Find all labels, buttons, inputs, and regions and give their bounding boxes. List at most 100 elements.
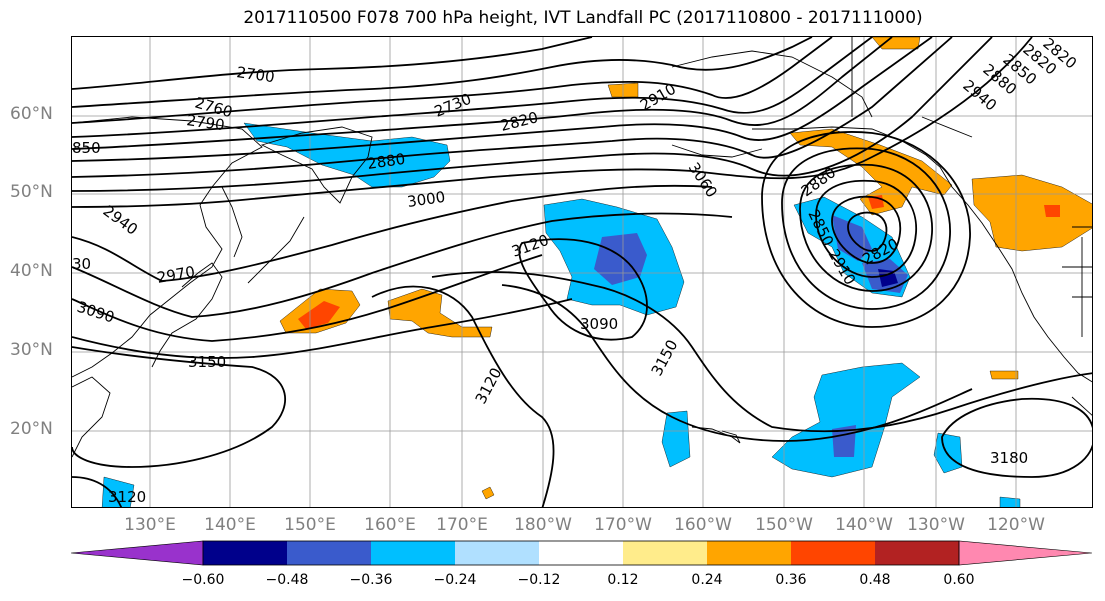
colorbar-segment-6 <box>623 541 707 565</box>
ivt-shade-orange-northwest-coast <box>971 174 1092 252</box>
colorbar-tick-8: 0.36 <box>775 572 807 588</box>
lat-label-50n: 50°N <box>10 182 53 202</box>
ivt-shade-orange-west-pacific <box>387 288 493 338</box>
graticule <box>72 37 1092 507</box>
colorbar-segment-1 <box>203 541 287 565</box>
contour-label-2820: 2820 <box>499 108 540 135</box>
colorbar-segment-5 <box>539 541 623 565</box>
ivt-shade-red-japan <box>298 301 340 329</box>
colorbar-tick-9: 0.48 <box>859 572 891 588</box>
colorbar-segment-8 <box>791 541 875 565</box>
coast-china <box>72 376 111 458</box>
lon-label-160w: 160°W <box>674 515 732 535</box>
colorbar-extend-max <box>958 540 1093 566</box>
contour-2850 <box>72 37 933 162</box>
contour-label-3120-southwest: 3120 <box>108 488 146 506</box>
colorbar-segment-2 <box>287 541 371 565</box>
contour-labels: 2700 2730 2760 2790 2820 850 2880 3000 2… <box>72 37 1080 506</box>
lon-label-140e: 140°E <box>204 515 256 535</box>
ivt-shade-blue-southeast <box>999 496 1021 507</box>
contour-low-mid-1 <box>815 179 917 278</box>
lon-label-140w: 140°W <box>835 515 893 535</box>
contour-label-2700: 2700 <box>235 63 275 86</box>
contour-3120-central <box>431 271 1092 433</box>
height-contours <box>72 37 1092 507</box>
ivt-negative-shading <box>101 122 1021 507</box>
contour-label-3180: 3180 <box>990 449 1028 467</box>
contour-2910 <box>72 37 993 192</box>
colorbar-tick-3: −0.36 <box>349 572 393 588</box>
colorbar-outline <box>202 540 960 566</box>
ivt-shade-orange-alaska <box>789 128 953 216</box>
contour-low-mid-2 <box>831 195 902 264</box>
coast-bering-north <box>671 50 873 118</box>
map-svg: 2700 2730 2760 2790 2820 850 2880 3000 2… <box>72 37 1092 507</box>
colorbar-tick-1: −0.60 <box>181 572 225 588</box>
contour-2880 <box>72 37 953 178</box>
contour-3120-mid-south <box>371 285 555 507</box>
lon-label-160e: 160°E <box>364 515 416 535</box>
colorbar-extend-min <box>70 540 204 566</box>
ivt-shade-blue-southwest <box>101 476 135 507</box>
coast-alaska <box>752 126 1092 383</box>
ivt-shade-dark-low <box>878 269 898 287</box>
colorbar-tick-6: 0.12 <box>607 572 639 588</box>
coast-hawaii <box>691 426 741 444</box>
contour-low-outer-1 <box>761 131 971 328</box>
colorbar-segment-3 <box>371 541 455 565</box>
lon-label-130w: 130°W <box>907 515 965 535</box>
contour-label-3120-central: 3120 <box>509 231 551 261</box>
contour-2700 <box>72 37 593 90</box>
colorbar-tick-7: 0.24 <box>691 572 723 588</box>
contour-low-outer-2 <box>781 147 951 310</box>
contour-2940 <box>72 37 1033 208</box>
contour-3120-southwest <box>72 476 123 507</box>
lat-label-60n: 60°N <box>10 104 53 124</box>
ivt-shade-blue-south <box>771 362 921 478</box>
coast-canada-border <box>851 37 1092 228</box>
lon-label-150e: 150°E <box>284 515 336 535</box>
contour-2730 <box>72 37 813 108</box>
colorbar-tick-2: −0.48 <box>265 572 309 588</box>
contour-label-3150-west: 3150 <box>188 353 226 371</box>
ivt-shade-orange-arctic <box>871 37 921 50</box>
coast-kurils <box>247 216 305 284</box>
lon-label-180w: 180°W <box>514 515 572 535</box>
contour-3150-east <box>501 284 973 442</box>
contour-label-2880: 2880 <box>366 150 406 173</box>
lon-label-170w: 170°W <box>594 515 652 535</box>
contour-2820 <box>72 37 893 150</box>
contour-2760 <box>72 37 833 124</box>
ivt-shade-mid-central <box>594 233 647 285</box>
coast-us-states <box>1062 237 1092 337</box>
contour-low-outer-3 <box>799 163 933 292</box>
contour-label-3000: 3000 <box>406 188 446 211</box>
lon-label-120w: 120°W <box>987 515 1045 535</box>
ivt-shade-orange-dot-south <box>481 486 495 500</box>
ivt-shade-orange-east <box>989 370 1019 380</box>
coast-sakhalin <box>221 186 243 258</box>
contour-label-30: 30 <box>72 255 91 273</box>
ivt-shade-blue-hawaii <box>661 410 691 468</box>
contour-label-3060: 3060 <box>685 159 721 201</box>
contour-2970 <box>72 184 713 282</box>
coast-mexico <box>1071 396 1092 416</box>
colorbar-segment-4 <box>455 541 539 565</box>
colorbar <box>70 540 1093 566</box>
map-panel: 2700 2730 2760 2790 2820 850 2880 3000 2… <box>71 36 1093 508</box>
lon-label-150w: 150°W <box>755 515 813 535</box>
contour-3150-west <box>72 346 287 468</box>
contour-3120-loop <box>518 238 648 341</box>
contour-label-3090: 3090 <box>75 298 117 327</box>
lat-label-40n: 40°N <box>10 261 53 281</box>
coast-japan <box>151 262 223 368</box>
contour-3090 <box>72 298 573 359</box>
contour-low-inner <box>847 211 888 252</box>
ivt-shade-blue-east <box>933 432 963 474</box>
contour-3000 <box>72 212 733 318</box>
contour-3180 <box>941 397 1092 478</box>
contour-2790 <box>72 37 873 138</box>
contour-3060 <box>72 254 543 342</box>
lat-label-20n: 20°N <box>10 419 53 439</box>
colorbar-segment-9 <box>875 541 959 565</box>
